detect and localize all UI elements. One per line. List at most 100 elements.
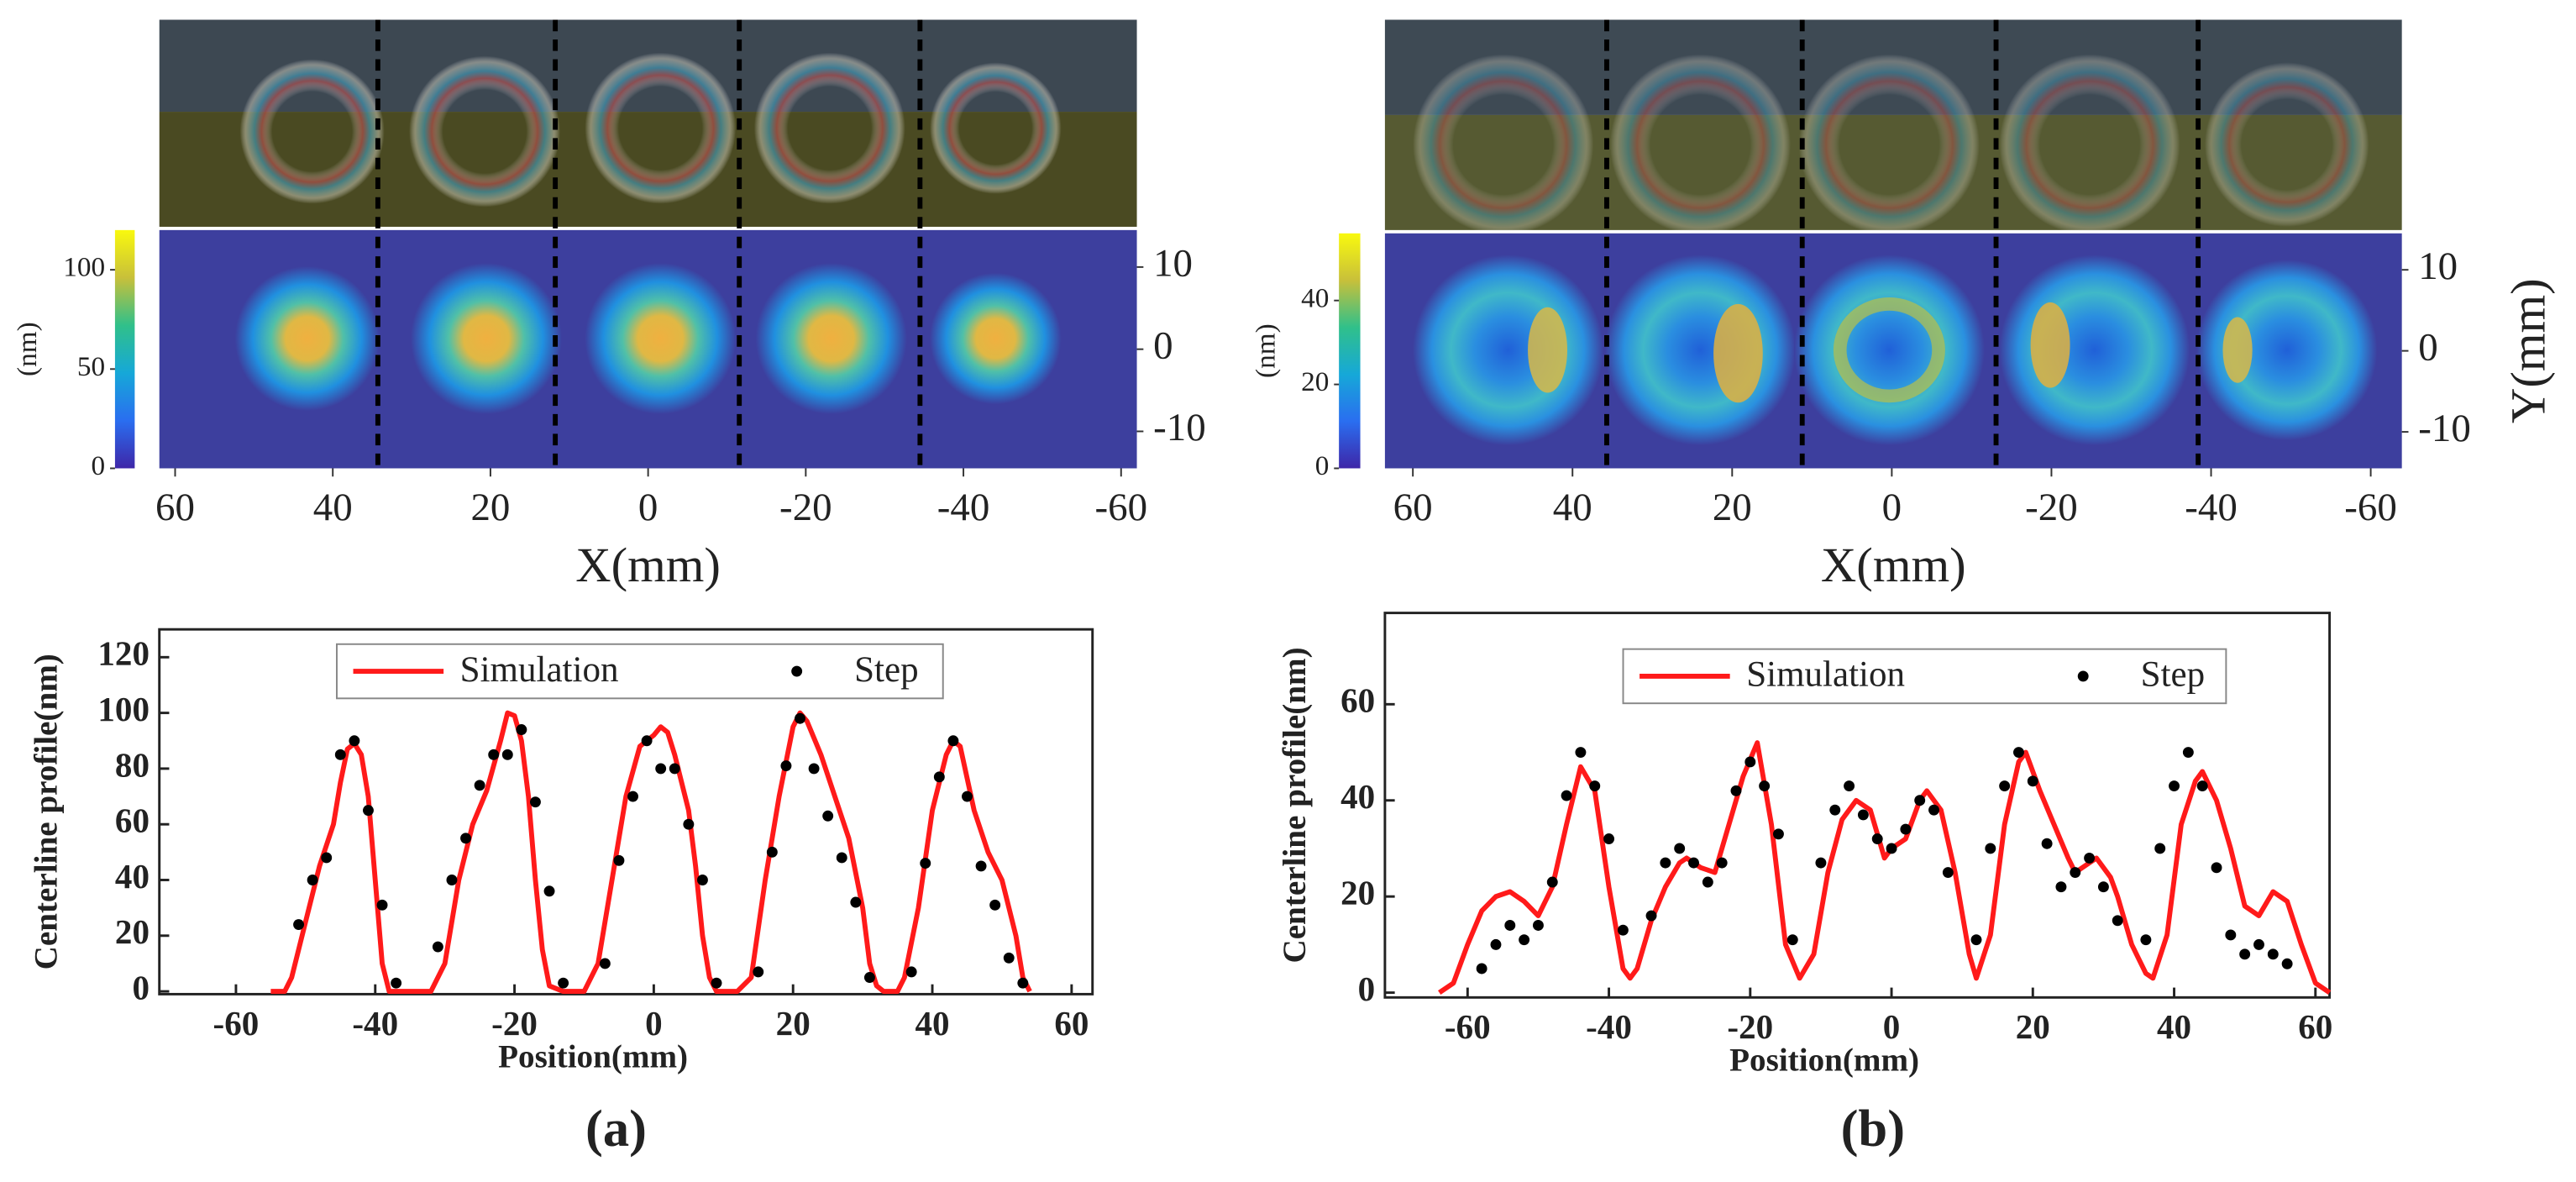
step-point	[1003, 952, 1015, 964]
colorbar-label: (nm)	[12, 322, 43, 376]
step-point	[780, 760, 792, 772]
x-tick-label: -60	[2344, 486, 2397, 529]
step-point	[488, 749, 500, 760]
step-point	[2055, 881, 2067, 893]
step-point	[905, 966, 917, 978]
x-tick-label: -60	[1094, 486, 1147, 529]
y-tick-label: 100	[97, 690, 150, 728]
step-point	[1532, 920, 1544, 931]
y-tick-label: 20	[115, 912, 150, 951]
step-point	[363, 805, 374, 817]
x-tick-label: 20	[1713, 486, 1752, 529]
step-point	[863, 972, 875, 983]
step-point	[2027, 775, 2038, 787]
step-point	[1773, 828, 1784, 840]
step-point	[2097, 881, 2109, 893]
photo-a	[159, 19, 1137, 227]
step-point	[1786, 934, 1798, 946]
y-tick-label: 60	[115, 801, 150, 840]
step-point	[1017, 977, 1029, 989]
step-point	[1589, 780, 1601, 792]
step-point	[2154, 843, 2166, 854]
step-point	[1617, 924, 1629, 936]
dividers	[375, 19, 2201, 469]
y-tick-label: 10	[1153, 242, 1193, 286]
x-tick-label: -20	[779, 486, 832, 529]
heatmap-b	[1384, 233, 2402, 469]
panel-label: (a)	[585, 1099, 647, 1158]
x-axis-label: X(mm)	[575, 538, 721, 592]
x-axis-label: X(mm)	[1821, 538, 1966, 592]
y-tick-label: -10	[1153, 406, 1206, 449]
x-tick-label: -60	[213, 1004, 260, 1043]
step-point	[1645, 910, 1657, 922]
step-point	[2211, 862, 2222, 874]
step-point	[627, 791, 638, 802]
step-point	[460, 833, 471, 844]
step-point	[1871, 833, 1883, 844]
x-axis-label: Position(mm)	[1729, 1043, 1919, 1079]
step-point	[1744, 756, 1756, 768]
step-point	[2196, 780, 2208, 792]
plot-frame	[158, 628, 1094, 996]
step-point	[1759, 780, 1771, 792]
step-point	[1490, 938, 1502, 950]
colorbar-tick-label: 50	[77, 351, 105, 382]
step-point	[1688, 857, 1699, 869]
step-point	[795, 712, 805, 724]
x-tick-label: 60	[155, 486, 195, 529]
y-axis-label: Y(mm)	[2501, 278, 2556, 423]
y-tick-label: 20	[1340, 874, 1375, 912]
step-point	[1942, 867, 1954, 879]
colorbar-tick-label: 0	[92, 450, 106, 481]
step-point	[1970, 934, 1982, 946]
y-tick-label: 40	[115, 857, 150, 896]
step-point	[2239, 948, 2251, 960]
x-tick-label: -40	[937, 486, 990, 529]
step-point	[1519, 934, 1530, 946]
x-tick-label: 60	[1393, 486, 1433, 529]
y-axis-label: Centerline profile(nm)	[1277, 647, 1313, 963]
y-tick-label: 60	[1340, 681, 1375, 720]
x-tick-label: 60	[1054, 1004, 1089, 1043]
legend-label: Step	[854, 650, 918, 690]
step-point	[1546, 876, 1558, 888]
step-point	[1716, 857, 1728, 869]
x-tick-label: -40	[352, 1004, 398, 1043]
step-point	[2013, 747, 2024, 758]
colorbar-tick-label: 0	[1315, 450, 1330, 481]
step-point	[1829, 804, 1841, 816]
y-tick-label: 0	[1153, 323, 1173, 367]
step-point	[850, 896, 862, 908]
step-point	[1660, 857, 1671, 869]
step-point	[2225, 929, 2237, 941]
step-point	[1730, 785, 1742, 796]
step-point	[1844, 780, 1855, 792]
y-tick-label: 10	[2418, 244, 2458, 288]
x-tick-label: 20	[470, 486, 510, 529]
step-point	[1928, 804, 1939, 816]
step-point	[1575, 747, 1587, 758]
step-point	[501, 749, 513, 760]
step-point	[920, 858, 931, 869]
step-point	[655, 763, 667, 775]
step-point	[753, 966, 764, 978]
step-point	[2140, 934, 2152, 946]
legend-swatch	[2077, 670, 2089, 682]
step-point	[474, 780, 485, 791]
step-point	[669, 763, 680, 775]
colorbar-tick-label: 20	[1301, 366, 1329, 397]
y-tick-label: 40	[1340, 777, 1375, 816]
x-tick-label: 0	[1883, 1007, 1901, 1046]
step-point	[2070, 867, 2081, 879]
colorbar	[1339, 233, 1361, 469]
step-point	[307, 875, 318, 885]
step-point	[376, 899, 388, 911]
step-point	[1603, 833, 1615, 844]
y-tick-label: 0	[2418, 325, 2437, 369]
heatmap-a	[159, 229, 1137, 469]
step-point	[933, 771, 945, 783]
step-point	[599, 958, 611, 969]
step-point	[711, 977, 722, 989]
